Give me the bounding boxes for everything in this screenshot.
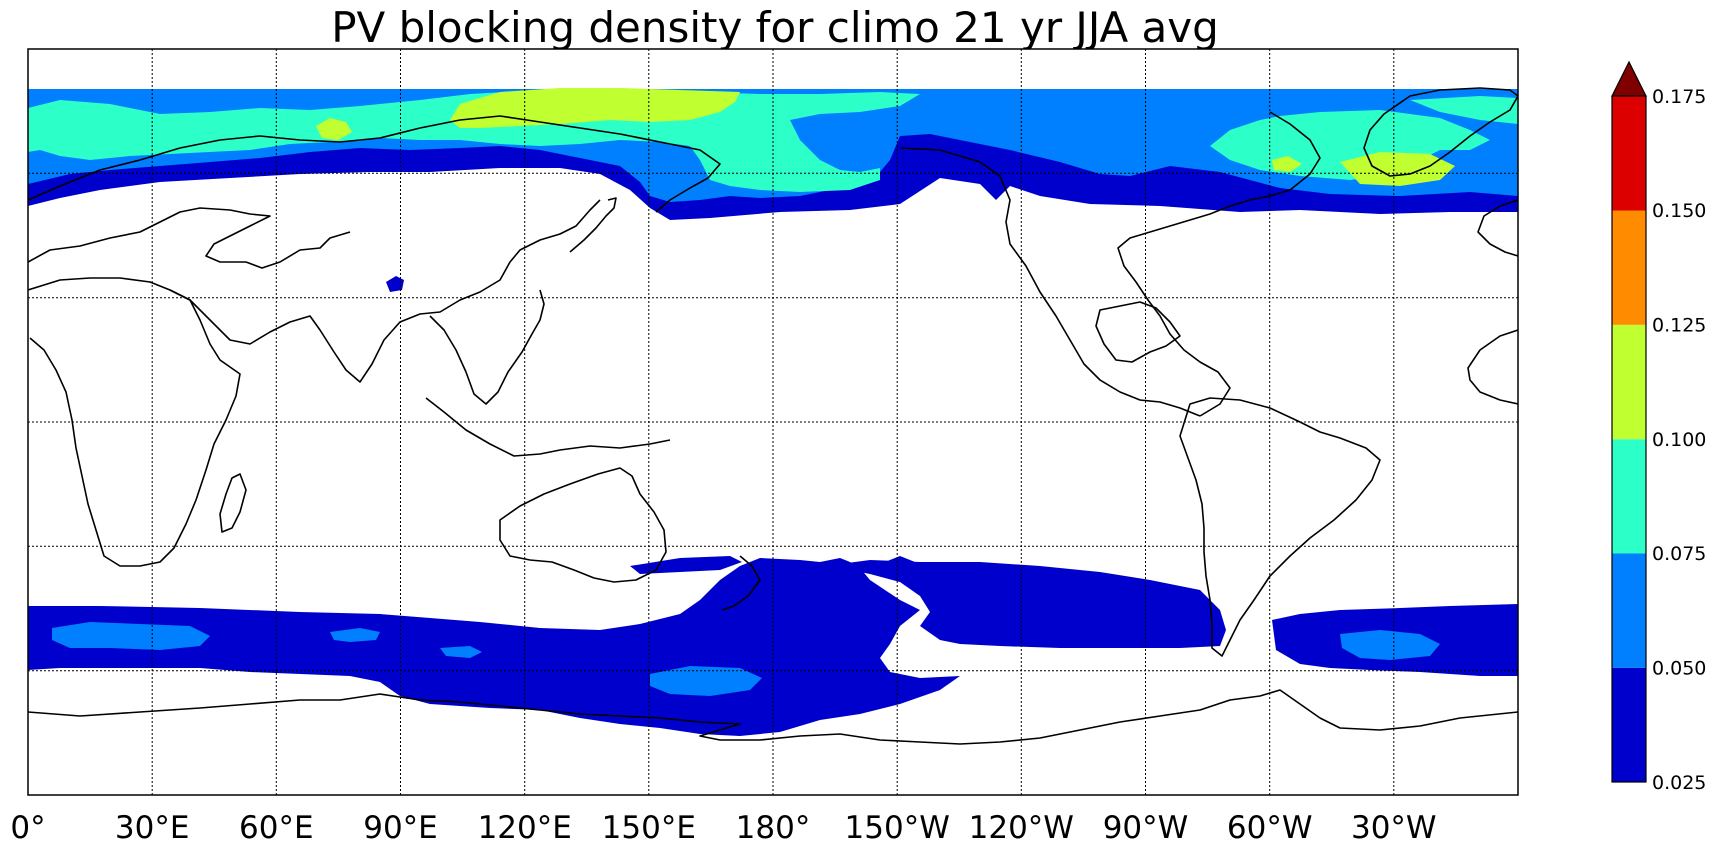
north-band-level4 xyxy=(450,88,740,128)
coast-japan xyxy=(569,197,617,253)
south-band-level1-nz xyxy=(630,556,742,574)
lon-tick-label: 60°W xyxy=(1227,810,1313,846)
central-asia-patch xyxy=(386,276,404,292)
south-band-level2-e xyxy=(1340,630,1440,660)
colorbar-bin-1 xyxy=(1612,553,1646,668)
lon-tick-label: 0° xyxy=(10,810,45,846)
coast-se-asia xyxy=(429,289,545,405)
south-band-level2-b xyxy=(330,628,380,642)
north-band-level3-ne xyxy=(1410,96,1518,124)
colorbar-bin-3 xyxy=(1612,324,1646,440)
lon-tick-label: 90°E xyxy=(363,810,438,846)
colorbar-extend-arrow xyxy=(1611,60,1647,97)
colorbar-tick-label: 0.025 xyxy=(1652,772,1706,794)
north-band-level4-small xyxy=(316,118,352,140)
colorbar-bin-4 xyxy=(1612,210,1646,325)
coast-south-america xyxy=(1179,397,1381,657)
colorbar: 0.025 0.050 0.075 0.100 0.125 0.150 0.17… xyxy=(1611,60,1706,794)
coast-west-africa-bulge xyxy=(1467,329,1518,405)
colorbar-tick-label: 0.100 xyxy=(1652,429,1706,451)
colorbar-tick-label: 0.050 xyxy=(1652,658,1706,680)
north-band-level4-small-east xyxy=(1272,156,1302,172)
coast-gulf-mexico xyxy=(1095,301,1181,363)
lon-tick-label: 150°E xyxy=(602,810,696,846)
coast-madagascar xyxy=(219,473,247,533)
coast-west-europe-east-edge xyxy=(1477,199,1518,257)
coast-new-zealand xyxy=(721,555,761,611)
lon-tick-label: 30°E xyxy=(115,810,190,846)
gridlines xyxy=(28,49,1518,795)
colorbar-tick-label: 0.150 xyxy=(1652,200,1706,222)
south-band-level2-d xyxy=(650,666,762,696)
longitude-axis: 0° 30°E 60°E 90°E 120°E 150°E 180° 150°W… xyxy=(10,810,1436,846)
coast-north-asia xyxy=(28,115,721,213)
coastlines xyxy=(28,87,1518,745)
coast-australia xyxy=(499,467,667,583)
lon-tick-label: 90°W xyxy=(1103,810,1189,846)
lon-tick-label: 150°W xyxy=(845,810,950,846)
south-band-level2-a xyxy=(52,622,210,650)
south-band-level1-east-pacific xyxy=(840,560,1226,648)
map-title: PV blocking density for climo 21 yr JJA … xyxy=(331,3,1219,52)
coast-greenland xyxy=(1363,87,1518,177)
coast-indonesia xyxy=(425,397,671,457)
south-band-level2-c xyxy=(440,646,482,658)
colorbar-tick-label: 0.125 xyxy=(1652,315,1706,337)
colorbar-bin-5 xyxy=(1612,96,1646,211)
southern-blocking-band xyxy=(28,556,1518,736)
colorbar-tick-label: 0.075 xyxy=(1652,543,1706,565)
lon-tick-label: 120°W xyxy=(969,810,1074,846)
coast-arabia-india xyxy=(169,199,601,383)
colorbar-frame xyxy=(1611,95,1647,783)
lon-tick-label: 30°W xyxy=(1351,810,1437,846)
lon-tick-label: 60°E xyxy=(239,810,314,846)
coast-north-america-east xyxy=(1117,111,1321,417)
coast-europe xyxy=(28,207,351,269)
map-frame xyxy=(27,48,1519,796)
colorbar-bin-2 xyxy=(1612,439,1646,554)
lon-tick-label: 180° xyxy=(736,810,811,846)
map-plot-area xyxy=(28,49,1518,795)
colorbar-bin-0 xyxy=(1612,667,1646,782)
lon-tick-label: 120°E xyxy=(478,810,572,846)
coast-antarctica xyxy=(28,689,1518,745)
colorbar-tick-label: 0.175 xyxy=(1652,86,1706,108)
